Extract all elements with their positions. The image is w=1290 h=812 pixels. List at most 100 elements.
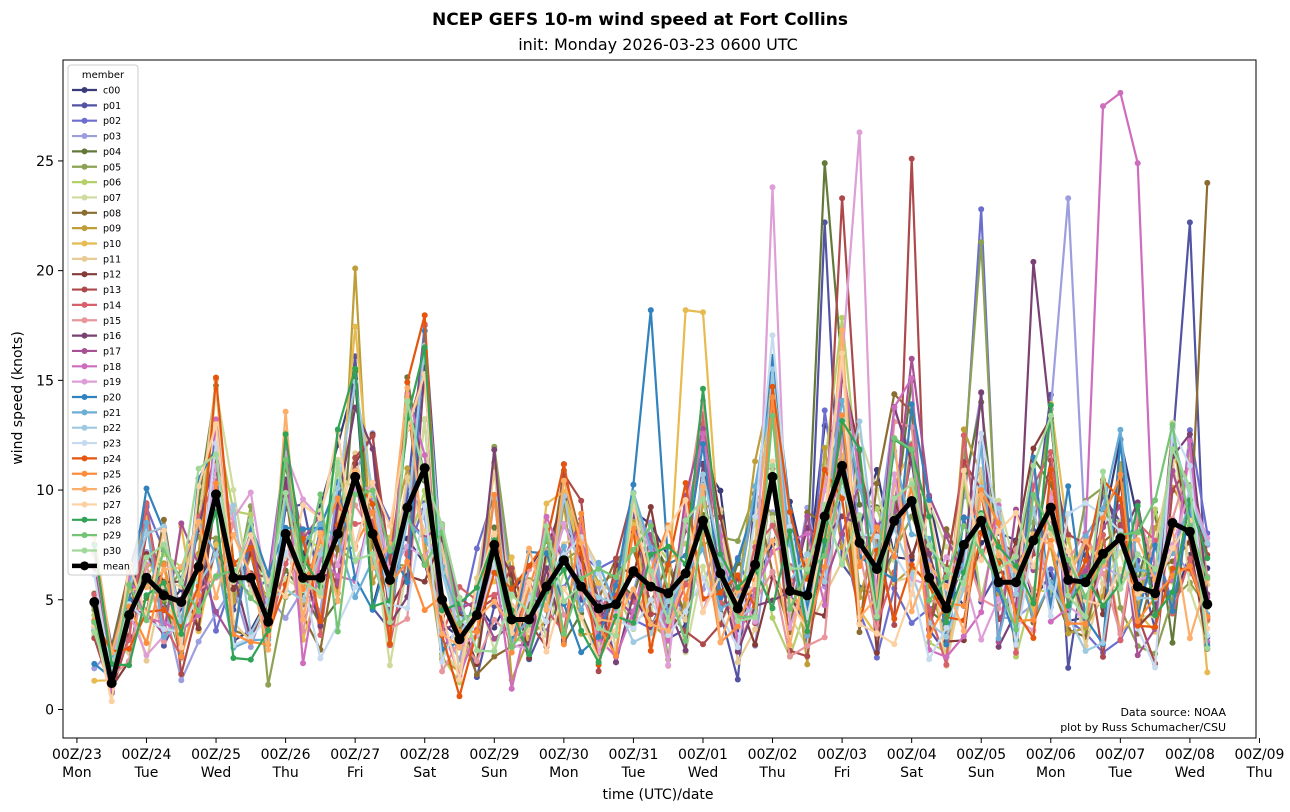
- data-point: [769, 184, 776, 191]
- data-point: [526, 651, 533, 658]
- legend-label: p07: [103, 193, 121, 204]
- data-point: [560, 585, 567, 592]
- mean-point: [1167, 518, 1178, 528]
- data-point: [995, 635, 1002, 642]
- data-point: [630, 639, 637, 646]
- data-point: [230, 631, 237, 638]
- x-tick-label: 00Z/09: [1235, 747, 1285, 763]
- data-point: [560, 477, 567, 484]
- data-point: [1186, 555, 1193, 562]
- legend-item-p14: p14: [72, 300, 121, 311]
- data-point: [317, 618, 324, 624]
- mean-point: [350, 471, 361, 482]
- legend-label: p22: [103, 423, 121, 434]
- data-point: [160, 626, 167, 632]
- data-point: [439, 668, 446, 675]
- mean-point: [245, 572, 256, 583]
- legend-item-p15: p15: [72, 316, 121, 327]
- data-point: [1169, 545, 1176, 552]
- data-point: [630, 525, 637, 532]
- legend-label: p02: [103, 116, 121, 127]
- data-point: [247, 489, 254, 496]
- legend-item-p29: p29: [72, 531, 121, 542]
- data-point: [473, 584, 480, 591]
- x-tick-label: 00Z/29: [469, 747, 519, 763]
- legend-label: p19: [103, 377, 121, 388]
- data-point: [891, 404, 898, 411]
- data-point: [856, 563, 863, 570]
- y-tick-label: 5: [45, 593, 54, 609]
- data-point: [717, 514, 724, 521]
- data-point: [300, 502, 306, 508]
- data-point: [143, 652, 150, 659]
- legend-marker: [81, 271, 88, 278]
- data-point: [873, 630, 880, 637]
- data-point: [665, 637, 672, 644]
- data-point: [856, 512, 863, 519]
- data-point: [1065, 510, 1072, 517]
- data-point: [560, 520, 567, 527]
- data-point: [160, 642, 167, 649]
- legend-label: p27: [103, 500, 121, 511]
- data-point: [491, 591, 498, 598]
- data-point: [734, 618, 741, 624]
- data-point: [178, 671, 185, 678]
- data-point: [630, 547, 637, 553]
- data-point: [143, 592, 150, 599]
- data-point: [595, 633, 602, 640]
- data-point: [786, 528, 793, 535]
- data-point: [839, 195, 846, 202]
- data-point: [682, 647, 689, 654]
- data-point: [404, 605, 411, 612]
- mean-point: [124, 610, 135, 621]
- data-point: [352, 365, 359, 372]
- data-point: [1152, 624, 1159, 631]
- data-point: [943, 654, 950, 660]
- data-point: [91, 660, 98, 667]
- mean-point: [1098, 548, 1108, 559]
- data-point: [1047, 466, 1054, 473]
- data-point: [1030, 258, 1037, 265]
- data-point: [317, 655, 324, 662]
- legend-item-p03: p03: [72, 132, 121, 143]
- data-point: [856, 446, 863, 453]
- mean-point: [680, 568, 691, 579]
- data-point: [595, 594, 602, 601]
- data-point: [926, 513, 933, 520]
- data-point: [960, 523, 967, 529]
- mean-point: [402, 502, 413, 513]
- data-point: [665, 618, 672, 625]
- data-point: [978, 557, 985, 564]
- data-point: [300, 496, 306, 503]
- data-point: [769, 537, 776, 544]
- data-point: [926, 497, 933, 503]
- data-point: [647, 621, 654, 628]
- data-point: [178, 644, 185, 651]
- data-point: [404, 474, 411, 481]
- legend-item-p05: p05: [72, 162, 121, 173]
- data-point: [456, 620, 463, 627]
- data-point: [473, 671, 480, 678]
- legend-item-p06: p06: [72, 178, 121, 189]
- legend-item-p17: p17: [72, 346, 121, 357]
- data-point: [1082, 538, 1089, 545]
- data-point: [647, 647, 654, 654]
- data-point: [404, 615, 411, 622]
- data-point: [247, 634, 254, 641]
- legend-item-p24: p24: [72, 454, 121, 465]
- data-point: [300, 616, 306, 623]
- data-point: [1169, 608, 1176, 615]
- data-point: [752, 513, 759, 520]
- data-point: [421, 452, 428, 459]
- data-point: [1047, 618, 1054, 625]
- data-point: [143, 519, 150, 526]
- data-point: [352, 594, 359, 601]
- x-tick-label: 00Z/01: [678, 747, 728, 763]
- mean-point: [593, 603, 604, 614]
- data-point: [647, 504, 654, 510]
- data-point: [178, 630, 185, 637]
- data-point: [473, 629, 480, 635]
- data-point: [421, 607, 428, 614]
- x-tick-day: Tue: [620, 765, 645, 781]
- mean-point: [106, 678, 117, 689]
